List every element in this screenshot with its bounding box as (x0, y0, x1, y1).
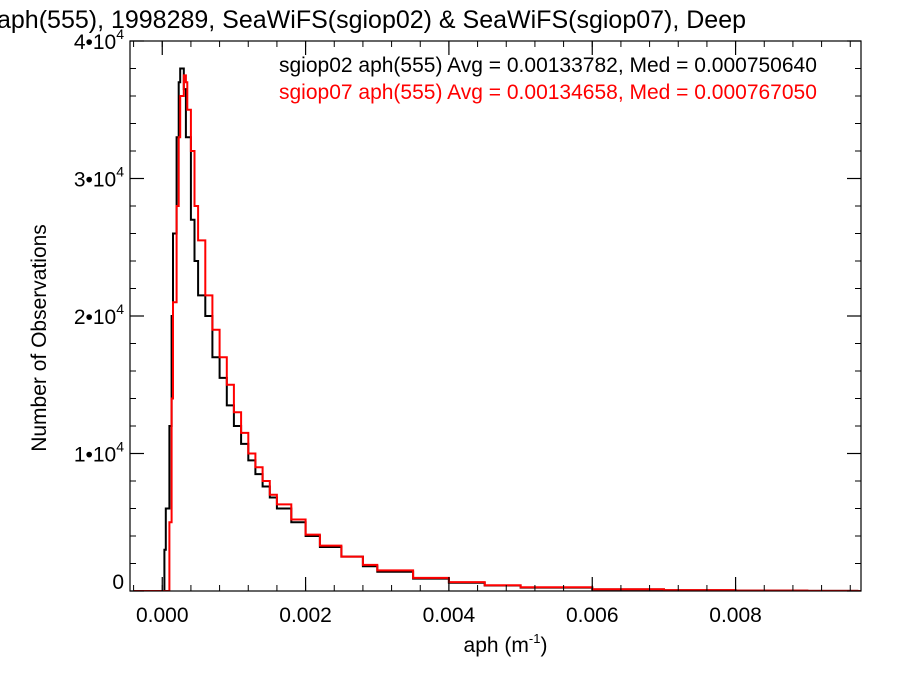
data-layer (133, 67, 861, 591)
x-tick-label: 0.002 (279, 604, 332, 627)
x-tick-label: 0.008 (709, 604, 762, 627)
y-tick-label: 3•104 (74, 164, 124, 192)
y-axis-label: Number of Observations (28, 224, 51, 452)
y-tick-label: 0 (112, 571, 124, 594)
plot-frame (129, 40, 862, 592)
x-tick-label: 0.004 (423, 604, 476, 627)
y-tick-label: 4•104 (74, 26, 124, 54)
annotation-2: sgiop07 aph(555) Avg = 0.00134658, Med =… (279, 81, 817, 104)
chart-title-container: aph(555), 1998289, SeaWiFS(sgiop02) & Se… (0, 0, 900, 40)
plot-area: 0.000 0.002 0.004 0.006 0.008 0 1•104 2•104 3•10… (28, 26, 862, 657)
y-tick-label: 1•104 (74, 439, 124, 467)
y-tick-label: 2•104 (74, 301, 124, 329)
x-axis-label: aph (m-1) (464, 631, 548, 657)
chart-title: aph(555), 1998289, SeaWiFS(sgiop02) & Se… (0, 6, 747, 34)
annotation-1: sgiop02 aph(555) Avg = 0.00133782, Med =… (279, 54, 817, 77)
series-line-sgiop07 (133, 74, 861, 591)
series-line-sgiop02 (133, 67, 861, 591)
x-tick-label: 0.006 (566, 604, 619, 627)
x-tick-label: 0.000 (136, 604, 189, 627)
